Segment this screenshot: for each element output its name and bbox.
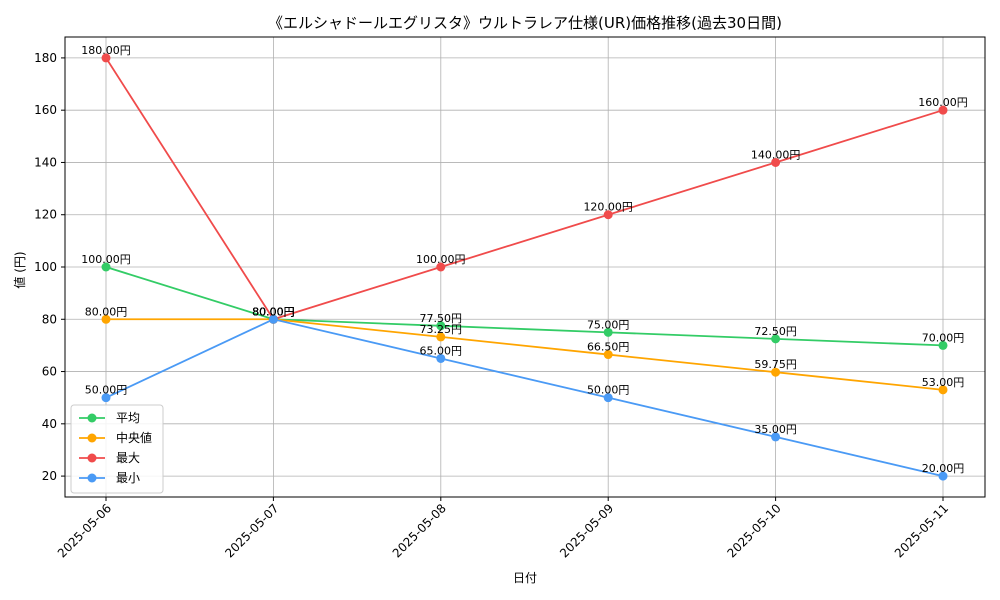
series-marker	[603, 210, 613, 220]
series-line	[105, 266, 944, 347]
data-label: 73.25円	[420, 323, 463, 336]
legend-label: 最大	[116, 451, 140, 465]
data-label: 65.00円	[420, 344, 463, 357]
data-label: 50.00円	[587, 384, 630, 397]
series-marker	[436, 321, 446, 331]
x-tick-label: 2025-05-11	[892, 501, 951, 560]
series-marker	[101, 314, 111, 324]
data-label: 80.00円	[252, 305, 295, 318]
x-tick-label: 2025-05-10	[725, 501, 784, 560]
y-tick-label: 60	[42, 365, 57, 379]
data-label: 80.00円	[85, 305, 128, 318]
x-tick-label: 2025-05-09	[557, 501, 616, 560]
data-label: 80.00円	[252, 305, 295, 318]
legend-marker	[87, 473, 97, 483]
y-tick-label: 20	[42, 469, 57, 483]
series-marker	[603, 350, 613, 360]
series-marker	[938, 471, 948, 481]
series-marker	[938, 105, 948, 115]
series-marker	[436, 262, 446, 272]
data-label: 160.00円	[918, 96, 968, 109]
data-labels: 100.00円 80.00円 77.50円 75.00円 72.50円 70.00円 80.…	[81, 44, 968, 475]
legend-label: 最小	[116, 471, 140, 485]
data-label: 100.00円	[416, 253, 466, 266]
y-tick-label: 180	[34, 51, 57, 65]
legend-label: 平均	[116, 411, 140, 425]
data-label: 75.00円	[587, 318, 630, 331]
series-marker	[268, 314, 278, 324]
data-label: 180.00円	[81, 44, 131, 57]
data-label: 53.00円	[922, 376, 965, 389]
legend-box	[70, 404, 164, 494]
legend-marker	[87, 433, 97, 443]
series-marker	[603, 393, 613, 403]
series-marker	[101, 393, 111, 403]
x-axis-label: 日付	[513, 571, 537, 585]
series-marker	[771, 432, 781, 442]
data-label: 80.00円	[252, 305, 295, 318]
y-tick-label: 140	[34, 155, 57, 169]
series-line	[105, 318, 944, 477]
series-marker	[436, 332, 446, 342]
legend-marker	[87, 413, 97, 423]
y-tick-label: 100	[34, 260, 57, 274]
data-label: 66.50円	[587, 341, 630, 354]
x-tick-label: 2025-05-06	[55, 501, 114, 560]
x-tick-label: 2025-05-08	[390, 501, 449, 560]
series-marker	[101, 53, 111, 63]
data-label: 35.00円	[754, 423, 797, 436]
legend-marker	[87, 453, 97, 463]
series-line	[106, 318, 944, 391]
data-label: 20.00円	[922, 462, 965, 475]
series-marker	[938, 385, 948, 395]
series-marker	[436, 353, 446, 363]
series-marker	[603, 327, 613, 337]
y-tick-label: 40	[42, 417, 57, 431]
data-label: 100.00円	[81, 253, 131, 266]
series-group	[101, 53, 948, 481]
series-marker	[938, 340, 948, 350]
data-label: 50.00円	[85, 384, 128, 397]
data-label: 70.00円	[922, 331, 965, 344]
data-label: 72.50円	[754, 325, 797, 338]
series-marker	[771, 367, 781, 377]
y-tick-label: 120	[34, 208, 57, 222]
data-label: 80.00円	[252, 305, 295, 318]
legend-label: 中央値	[116, 430, 152, 445]
axes: 20 40 60 80 100 120 140 160 180 2025-05-06 2025-05…	[34, 51, 951, 561]
series-line	[105, 57, 944, 321]
series-marker	[771, 157, 781, 167]
data-label: 140.00円	[751, 148, 801, 161]
data-label: 59.75円	[754, 358, 797, 371]
x-tick-label: 2025-05-07	[222, 501, 281, 560]
data-label: 77.50円	[420, 312, 463, 325]
y-tick-label: 80	[42, 312, 57, 326]
series-marker	[771, 334, 781, 344]
grid	[65, 37, 985, 497]
data-label: 120.00円	[583, 201, 633, 214]
series-marker	[101, 262, 111, 272]
y-axis-label: 値 (円)	[12, 251, 27, 288]
y-tick-label: 160	[34, 103, 57, 117]
chart-title: 《エルシャドールエグリスタ》ウルトラレア仕様(UR)価格推移(過去30日間)	[268, 14, 782, 32]
